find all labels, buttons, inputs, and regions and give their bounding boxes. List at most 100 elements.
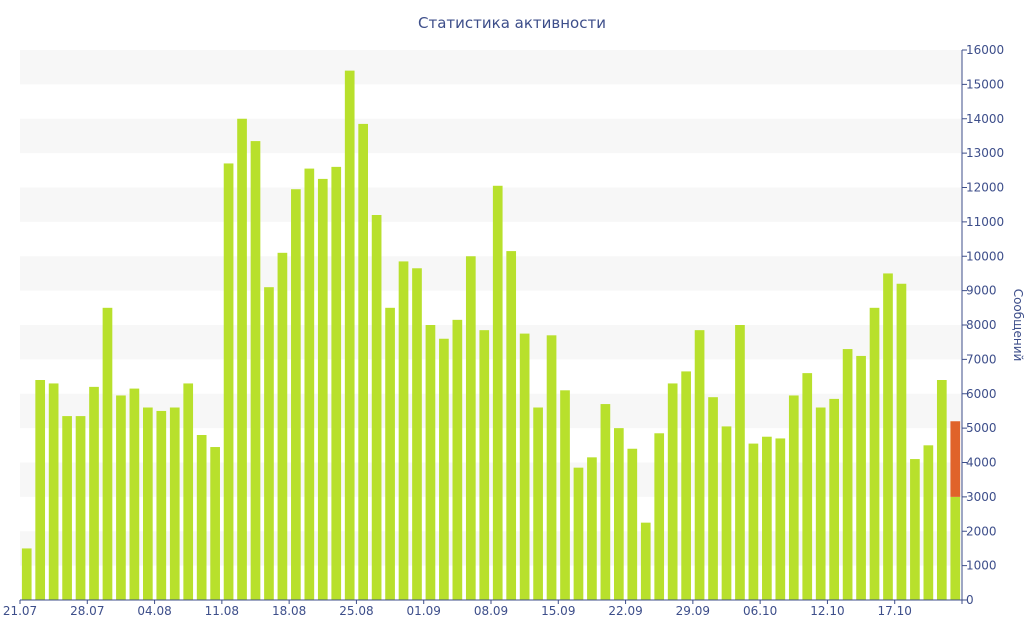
x-tick-label: 25.08 [339, 604, 373, 618]
bar [412, 268, 422, 600]
bar [372, 215, 382, 600]
y-tick-label: 9000 [966, 284, 997, 298]
grid-band [20, 188, 962, 222]
bar [183, 383, 193, 600]
bar [749, 444, 759, 600]
grid-band [20, 50, 962, 84]
bar [520, 334, 530, 600]
y-tick-label: 4000 [966, 456, 997, 470]
y-tick-label: 13000 [966, 146, 1004, 160]
x-tick-label: 06.10 [743, 604, 777, 618]
bar [897, 284, 907, 600]
bar [466, 256, 476, 600]
bar [62, 416, 72, 600]
bar [762, 437, 772, 600]
y-tick-label: 10000 [966, 249, 1004, 263]
bar [627, 449, 637, 600]
bar [331, 167, 341, 600]
y-tick-label: 8000 [966, 318, 997, 332]
bar [318, 179, 328, 600]
bar [641, 523, 651, 600]
bar [695, 330, 705, 600]
bar [735, 325, 745, 600]
bar-highlight [950, 421, 960, 497]
bar [49, 383, 59, 600]
bar [547, 335, 557, 600]
y-tick-label: 1000 [966, 559, 997, 573]
bar [924, 445, 934, 600]
bar [237, 119, 247, 600]
bar [937, 380, 947, 600]
bar [816, 408, 826, 601]
bar [264, 287, 274, 600]
y-tick-label: 7000 [966, 352, 997, 366]
bar [802, 373, 812, 600]
bar [775, 438, 785, 600]
x-tick-label: 15.09 [541, 604, 575, 618]
y-tick-label: 12000 [966, 181, 1004, 195]
bar [681, 371, 691, 600]
y-tick-label: 6000 [966, 387, 997, 401]
bar [278, 253, 288, 600]
bar [506, 251, 516, 600]
y-tick-label: 11000 [966, 215, 1004, 229]
bar [789, 395, 799, 600]
bar [304, 169, 314, 600]
bar [170, 408, 180, 601]
bar [883, 273, 893, 600]
bar [601, 404, 611, 600]
bar [574, 468, 584, 600]
x-tick-label: 28.07 [70, 604, 104, 618]
bar [479, 330, 489, 600]
x-tick-label: 29.09 [676, 604, 710, 618]
bar [453, 320, 463, 600]
bar [35, 380, 45, 600]
bar [210, 447, 220, 600]
bar [224, 163, 234, 600]
bar [103, 308, 113, 600]
bar [654, 433, 664, 600]
y-tick-label: 0 [966, 593, 974, 607]
bar [291, 189, 301, 600]
bar [345, 71, 355, 600]
grid-band [20, 325, 962, 359]
bar [130, 389, 140, 600]
bar [197, 435, 207, 600]
bar [856, 356, 866, 600]
y-tick-label: 3000 [966, 490, 997, 504]
y-tick-label: 16000 [966, 43, 1004, 57]
bar [89, 387, 99, 600]
bar [708, 397, 718, 600]
bar [426, 325, 436, 600]
x-tick-label: 17.10 [878, 604, 912, 618]
bar [950, 497, 960, 600]
bar [668, 383, 678, 600]
bar [722, 426, 732, 600]
bar [829, 399, 839, 600]
x-tick-label: 22.09 [608, 604, 642, 618]
y-tick-label: 15000 [966, 77, 1004, 91]
grid-band [20, 119, 962, 153]
bar [358, 124, 368, 600]
x-tick-label: 12.10 [810, 604, 844, 618]
bar [156, 411, 166, 600]
bar [22, 548, 32, 600]
bar [560, 390, 570, 600]
bar [910, 459, 920, 600]
bar [533, 408, 543, 601]
x-tick-label: 01.09 [407, 604, 441, 618]
y-axis-title: Сообщений [1011, 289, 1024, 362]
x-tick-label: 18.08 [272, 604, 306, 618]
x-tick-label: 11.08 [205, 604, 239, 618]
bar [614, 428, 624, 600]
y-tick-label: 5000 [966, 421, 997, 435]
bar [399, 261, 409, 600]
grid-band [20, 256, 962, 290]
bar [76, 416, 86, 600]
x-tick-label: 08.09 [474, 604, 508, 618]
bar [385, 308, 395, 600]
bar [116, 395, 126, 600]
bar [439, 339, 449, 600]
bar [251, 141, 261, 600]
